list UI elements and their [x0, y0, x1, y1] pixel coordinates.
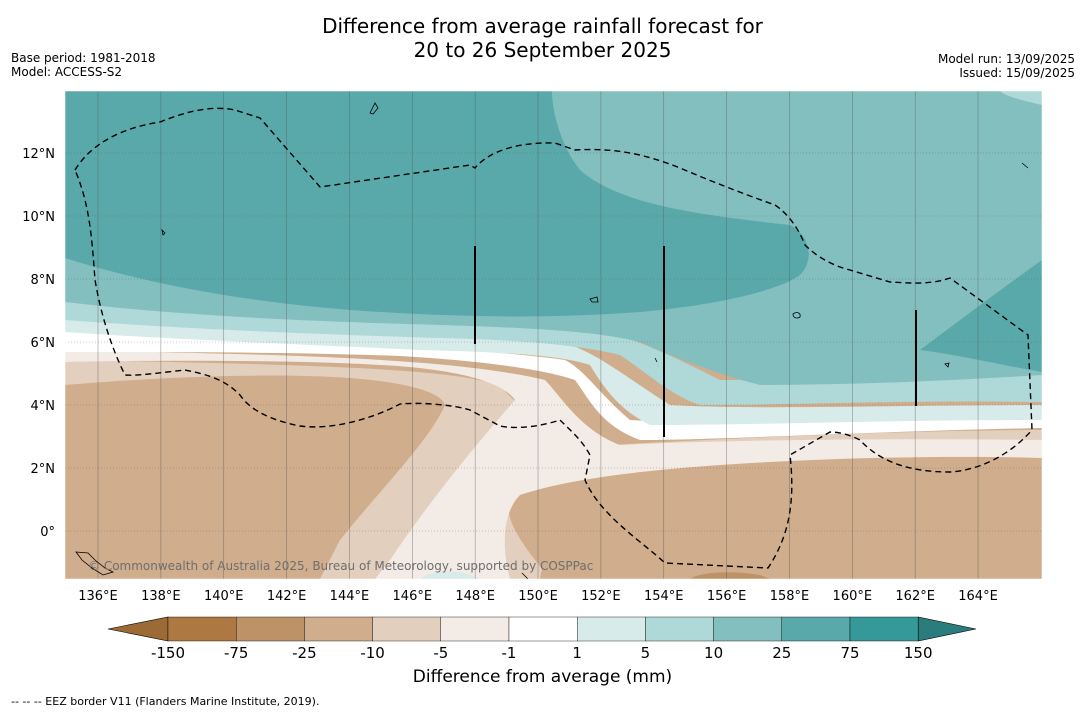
map-frame — [64, 90, 1043, 580]
base-period: Base period: 1981-2018 — [11, 51, 156, 65]
lat-label: 0° — [40, 525, 55, 540]
map-title: Difference from average rainfall forecas… — [0, 14, 1085, 62]
issued-date: Issued: 15/09/2025 — [959, 66, 1075, 80]
colorbar-segment — [167, 616, 237, 642]
colorbar-segment — [372, 616, 442, 642]
model-run: Model run: 13/09/2025 — [937, 52, 1075, 66]
model-name: Model: ACCESS-S2 — [11, 65, 123, 79]
lon-label: 136°E — [78, 589, 118, 604]
lat-label: 12°N — [22, 147, 55, 162]
colorbar-label: -1 — [502, 644, 517, 662]
colorbar-label: 75 — [840, 644, 859, 662]
colorbar-segment — [577, 616, 646, 642]
lon-label: 144°E — [330, 589, 370, 604]
lon-label: 146°E — [393, 589, 433, 604]
copyright-notice: © Commonwealth of Australia 2025, Bureau… — [88, 559, 593, 573]
colorbar-label: -5 — [433, 644, 448, 662]
colorbar-extend-low — [107, 616, 169, 642]
meta-left: Base period: 1981-2018 Model: ACCESS-S2 — [11, 51, 156, 79]
title-line-1: Difference from average rainfall forecas… — [322, 14, 763, 38]
colorbar-label: 150 — [904, 644, 933, 662]
colorbar-segment — [713, 616, 782, 642]
eez-footnote: -- -- -- EEZ border V11 (Flanders Marine… — [11, 695, 320, 708]
colorbar-label: -10 — [360, 644, 385, 662]
colorbar-segment — [645, 616, 714, 642]
colorbar-label: 25 — [772, 644, 791, 662]
lon-label: 138°E — [141, 589, 181, 604]
colorbar-segment — [849, 616, 919, 642]
lon-label: 148°E — [455, 589, 495, 604]
lat-label: 8°N — [31, 273, 56, 288]
lon-label: 152°E — [581, 589, 621, 604]
lat-label: 10°N — [22, 210, 55, 225]
colorbar: -150 -75 -25 -10 -5 -1 1 5 10 25 75 150 — [107, 616, 977, 662]
lon-label: 156°E — [707, 589, 747, 604]
title-line-2: 20 to 26 September 2025 — [413, 38, 672, 62]
eez-border — [74, 107, 1033, 569]
colorbar-segment — [235, 616, 305, 642]
colorbar-label: -25 — [292, 644, 317, 662]
lon-label: 160°E — [833, 589, 873, 604]
colorbar-segment — [508, 616, 578, 642]
colorbar-title: Difference from average (mm) — [412, 667, 673, 687]
colorbar-label: 1 — [572, 644, 582, 662]
meta-right: Model run: 13/09/2025 Issued: 15/09/2025 — [938, 52, 1075, 80]
colorbar-segment — [440, 616, 510, 642]
rainfall-field — [65, 91, 1042, 579]
lat-label: 6°N — [31, 336, 56, 351]
longitude-labels: 136°E 138°E 140°E 142°E 144°E 146°E 148°E 150°E… — [78, 589, 998, 604]
islands — [75, 102, 1029, 580]
lon-label: 164°E — [958, 589, 998, 604]
lon-label: 158°E — [770, 589, 810, 604]
colorbar-segment — [304, 616, 373, 642]
colorbar-label: 10 — [704, 644, 723, 662]
colorbar-label: -75 — [224, 644, 249, 662]
lat-label: 4°N — [31, 399, 56, 414]
latitude-labels: 12°N 10°N 8°N 6°N 4°N 2°N 0° — [22, 147, 55, 540]
colorbar-label: 5 — [641, 644, 651, 662]
lat-label: 2°N — [31, 462, 56, 477]
lon-label: 142°E — [267, 589, 307, 604]
lon-label: 154°E — [644, 589, 684, 604]
grid-lines — [65, 91, 1042, 579]
colorbar-extend-high — [917, 616, 977, 642]
vertical-markers — [474, 246, 917, 437]
lon-label: 162°E — [895, 589, 935, 604]
colorbar-segment — [781, 616, 851, 642]
colorbar-label: -150 — [151, 644, 185, 662]
lon-label: 140°E — [204, 589, 244, 604]
lon-label: 150°E — [518, 589, 558, 604]
